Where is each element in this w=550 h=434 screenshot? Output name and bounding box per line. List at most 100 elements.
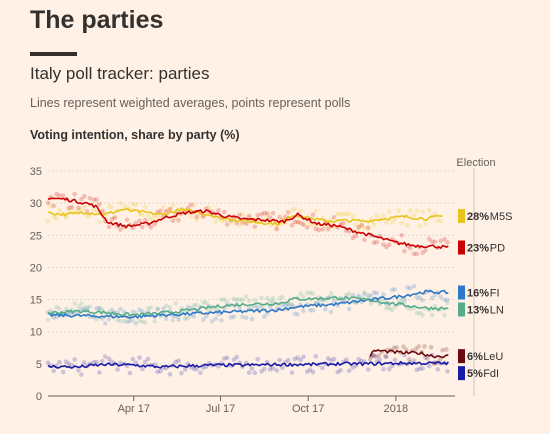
poll-point	[163, 303, 169, 309]
poll-point	[350, 235, 356, 241]
poll-point	[87, 304, 93, 310]
series-line	[47, 360, 449, 369]
poll-point	[368, 293, 374, 299]
poll-point	[399, 232, 404, 238]
poll-point	[72, 191, 77, 197]
series-end-name: PD	[490, 243, 505, 255]
poll-point	[411, 212, 417, 218]
poll-point	[142, 217, 148, 223]
poll-point	[163, 316, 169, 321]
poll-point	[310, 307, 316, 313]
poll-point	[91, 207, 97, 213]
poll-point	[100, 209, 105, 214]
poll-point	[262, 210, 267, 216]
poll-point	[252, 370, 258, 376]
poll-point	[280, 294, 285, 300]
poll-point	[240, 297, 245, 303]
series-line	[47, 289, 449, 319]
poll-point	[411, 283, 417, 289]
poll-point	[133, 202, 138, 207]
series-end-name: FdI	[483, 368, 499, 380]
poll-point	[121, 318, 127, 324]
poll-point	[420, 366, 425, 371]
poll-point	[376, 353, 382, 359]
poll-point	[292, 219, 298, 225]
poll-point	[66, 361, 72, 367]
poll-point	[137, 355, 142, 360]
poll-point	[237, 212, 242, 218]
poll-point	[426, 236, 432, 242]
poll-point	[188, 214, 194, 219]
poll-point	[60, 369, 66, 375]
poll-point	[249, 305, 255, 310]
poll-point	[133, 321, 138, 326]
poll-point	[231, 314, 237, 319]
poll-point	[316, 227, 321, 233]
poll-point	[145, 213, 151, 219]
poll-point	[289, 370, 295, 375]
poll-point	[243, 315, 249, 321]
poll-point	[203, 313, 209, 319]
poll-point	[133, 360, 138, 366]
poll-point	[155, 306, 160, 312]
poll-point	[152, 214, 158, 220]
poll-point	[243, 294, 249, 299]
poll-point	[72, 357, 77, 362]
poll-point	[292, 311, 298, 317]
poll-point	[445, 300, 450, 306]
poll-point	[97, 306, 102, 311]
poll-point	[429, 239, 435, 244]
x-axis: Apr 17 Jul 17 Oct 17 2018	[118, 396, 408, 415]
poll-point	[313, 226, 319, 231]
poll-point	[240, 314, 245, 320]
poll-point	[384, 354, 389, 360]
poll-point	[313, 353, 319, 359]
poll-point	[267, 298, 273, 304]
y-tick-label: 20	[30, 262, 42, 274]
poll-point	[240, 211, 245, 217]
poll-point	[176, 358, 181, 363]
poll-point	[298, 208, 303, 214]
poll-point	[423, 355, 428, 360]
poll-point	[148, 224, 154, 230]
poll-point	[194, 366, 199, 372]
poll-point	[328, 291, 334, 297]
poll-point	[381, 366, 386, 372]
poll-point	[124, 319, 130, 324]
poll-point	[118, 227, 123, 232]
poll-point	[224, 300, 230, 305]
chart-heading: Voting intention, share by party (%)	[30, 128, 240, 142]
poll-point	[320, 226, 325, 232]
poll-point	[203, 300, 209, 305]
poll-point	[365, 292, 371, 298]
series-end-name: M5S	[490, 211, 513, 223]
poll-point	[57, 193, 62, 198]
poll-point	[346, 306, 352, 312]
poll-point	[335, 369, 341, 375]
poll-point	[137, 218, 142, 224]
poll-point	[356, 293, 362, 299]
chart-subtitle: Lines represent weighted averages, point…	[30, 96, 351, 110]
poll-point	[79, 307, 84, 312]
poll-point	[130, 317, 136, 323]
poll-point	[389, 307, 395, 313]
poll-point	[359, 222, 364, 228]
poll-point	[350, 365, 356, 370]
poll-point	[167, 304, 173, 310]
poll-point	[381, 213, 386, 218]
poll-point	[341, 211, 346, 217]
poll-point	[389, 219, 395, 225]
poll-point	[386, 209, 392, 214]
poll-point	[102, 321, 108, 326]
poll-point	[432, 292, 438, 298]
poll-point	[394, 345, 400, 350]
poll-point	[237, 305, 242, 311]
poll-point	[274, 226, 280, 232]
poll-point	[323, 224, 328, 230]
poll-point	[440, 347, 445, 353]
series-end-value: 16%	[467, 288, 489, 300]
poll-point	[304, 369, 310, 374]
poll-point	[194, 217, 199, 223]
poll-point	[66, 205, 72, 211]
poll-point	[307, 307, 313, 313]
